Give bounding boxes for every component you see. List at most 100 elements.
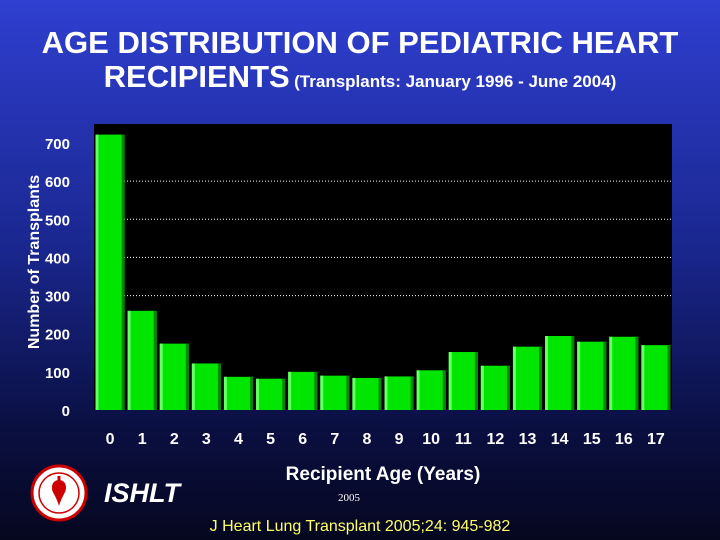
bar-highlight (288, 371, 292, 410)
bar-shade (667, 345, 671, 410)
bar-highlight (191, 363, 195, 410)
year-label: 2005 (338, 492, 360, 504)
bar-shade (185, 343, 189, 410)
bar (609, 336, 639, 410)
bar-highlight (159, 343, 163, 410)
bar-fill (191, 363, 221, 410)
bar-fill (641, 345, 671, 410)
bar (641, 345, 671, 410)
bar-highlight (384, 376, 388, 410)
x-tick-label: 3 (202, 431, 211, 448)
bar-highlight (320, 375, 324, 410)
bar-shade (571, 336, 575, 410)
bar (127, 310, 157, 410)
x-tick-label: 8 (362, 431, 371, 448)
bar (512, 346, 543, 410)
x-tick-label: 2 (170, 431, 179, 448)
bar (223, 376, 254, 410)
y-tick-label: 400 (45, 250, 70, 267)
y-tick-label: 500 (45, 212, 70, 229)
bar-shade (506, 365, 510, 410)
organization-label: ISHLT (104, 478, 180, 508)
x-tick-label: 13 (519, 431, 537, 448)
bar-shade (282, 378, 286, 410)
y-tick-label: 300 (45, 289, 70, 306)
x-tick-label: 5 (266, 431, 275, 448)
chart-title: AGE DISTRIBUTION OF PEDIATRIC HEART RECI… (0, 26, 720, 100)
bar-highlight (512, 346, 516, 410)
y-tick-label: 0 (62, 403, 70, 420)
y-tick-label: 100 (45, 365, 70, 382)
bar (191, 363, 221, 410)
bar-highlight (127, 310, 131, 410)
bar-shade (539, 346, 543, 410)
bar-shade (250, 376, 254, 410)
ishlt-seal-icon (30, 464, 88, 522)
y-axis-label: Number of Transplants (26, 175, 43, 349)
bar-fill (320, 375, 350, 410)
bar (159, 343, 189, 410)
x-tick-label: 6 (298, 431, 307, 448)
bar-highlight (641, 345, 645, 410)
bar (352, 377, 382, 410)
bar-fill (480, 365, 510, 410)
x-tick-label: 7 (330, 431, 339, 448)
bar-highlight (256, 378, 260, 410)
bar-shade (346, 375, 350, 410)
bar (95, 134, 125, 410)
bar-highlight (448, 352, 452, 410)
bar-fill (577, 341, 607, 410)
bar-fill (512, 346, 543, 410)
x-tick-label: 16 (615, 431, 633, 448)
bar-highlight (609, 336, 613, 410)
bar-fill (416, 370, 446, 410)
bar-fill (159, 343, 189, 410)
bar-fill (448, 352, 478, 410)
bar-shade (635, 336, 639, 410)
x-tick-label: 10 (422, 431, 440, 448)
bar (480, 365, 510, 410)
bar (577, 341, 607, 410)
bar-fill (127, 310, 157, 410)
x-tick-label: 0 (106, 431, 115, 448)
x-tick-label: 17 (647, 431, 665, 448)
bar-fill (384, 376, 414, 410)
title-subtitle: (Transplants: January 1996 - June 2004) (294, 72, 617, 91)
x-tick-label: 14 (551, 431, 569, 448)
citation: J Heart Lung Transplant 2005;24: 945-982 (209, 518, 511, 535)
bar (288, 371, 318, 410)
bar-highlight (545, 336, 549, 410)
bar-shade (378, 377, 382, 410)
bar-shade (603, 341, 607, 410)
bar-shade (442, 370, 446, 410)
bar-shade (474, 352, 478, 410)
x-tick-label: 9 (395, 431, 404, 448)
bar-highlight (416, 370, 420, 410)
bar-highlight (223, 376, 227, 410)
bar-fill (352, 377, 382, 410)
x-axis-label: Recipient Age (Years) (286, 464, 481, 485)
bar-fill (223, 376, 254, 410)
bar-shade (410, 376, 414, 410)
y-tick-label: 600 (45, 174, 70, 191)
bar (256, 378, 286, 410)
bar (384, 376, 414, 410)
bar-shade (217, 363, 221, 410)
x-tick-label: 12 (486, 431, 504, 448)
bar-fill (256, 378, 286, 410)
bar-shade (153, 310, 157, 410)
bar-shade (314, 371, 318, 410)
bar (448, 352, 478, 410)
bar-highlight (480, 365, 484, 410)
x-tick-label: 1 (138, 431, 147, 448)
x-tick-label: 4 (234, 431, 243, 448)
bar-fill (545, 336, 575, 410)
title-line-2: RECIPIENTS (103, 59, 290, 94)
y-tick-label: 700 (45, 136, 70, 153)
bar-highlight (577, 341, 581, 410)
bar-fill (609, 336, 639, 410)
bar-highlight (352, 377, 356, 410)
bar-fill (288, 371, 318, 410)
bar-fill (95, 134, 125, 410)
